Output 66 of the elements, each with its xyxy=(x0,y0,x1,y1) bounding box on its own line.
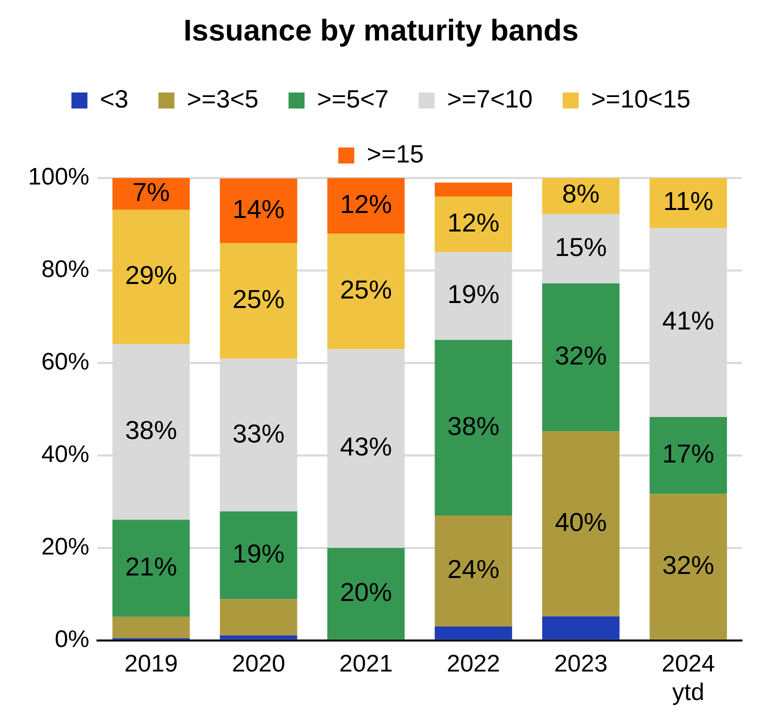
data-label: 43% xyxy=(340,432,392,462)
y-tick-label: 20% xyxy=(41,534,90,561)
data-label: 25% xyxy=(232,284,285,314)
bar xyxy=(327,548,405,640)
legend-label: >=15 xyxy=(366,140,424,168)
data-label: 41% xyxy=(662,306,714,336)
bar xyxy=(650,417,727,494)
data-label: 25% xyxy=(340,274,392,304)
bar xyxy=(220,599,298,636)
bar xyxy=(542,431,620,616)
legend-label: >=7<10 xyxy=(447,85,533,114)
chart-title: Issuance by maturity bands xyxy=(183,14,579,48)
bar xyxy=(327,233,405,350)
y-tick-label: 0% xyxy=(54,626,90,654)
data-label: 24% xyxy=(447,554,500,584)
y-tick-label: 60% xyxy=(41,348,90,376)
bar xyxy=(434,182,512,196)
bar xyxy=(220,243,298,359)
bar xyxy=(434,340,512,516)
bar xyxy=(542,283,620,432)
bar xyxy=(220,511,298,600)
data-label: 38% xyxy=(125,415,178,446)
data-label: 12% xyxy=(340,188,392,219)
x-tick-label: 2021 xyxy=(339,650,393,678)
data-label: 32% xyxy=(662,550,714,580)
data-label: 7% xyxy=(132,176,170,207)
bar xyxy=(112,520,190,617)
bar xyxy=(327,178,405,234)
data-label: 17% xyxy=(662,438,714,469)
legend-label: >=3<5 xyxy=(186,85,259,114)
bar xyxy=(112,178,190,210)
bar xyxy=(650,494,727,640)
bar xyxy=(220,635,298,640)
legend-label: <3 xyxy=(100,85,128,114)
data-label: 12% xyxy=(447,207,500,238)
bar xyxy=(434,196,512,252)
bar xyxy=(112,616,190,638)
x-tick-label: 2020 xyxy=(232,650,286,678)
data-label: 29% xyxy=(125,260,178,290)
legend-label: >=10<15 xyxy=(591,85,691,114)
data-label: 38% xyxy=(447,410,500,441)
bar xyxy=(434,516,512,627)
bar xyxy=(112,210,190,344)
data-label: 20% xyxy=(340,576,392,607)
bar xyxy=(542,616,620,640)
y-tick-label: 100% xyxy=(28,164,90,191)
x-tick-label: 2022 xyxy=(446,650,500,678)
y-tick-label: 40% xyxy=(41,441,90,468)
data-label: 40% xyxy=(554,507,607,538)
data-label: 32% xyxy=(554,340,607,371)
data-label: 33% xyxy=(232,418,285,448)
y-tick-label: 80% xyxy=(41,256,90,284)
x-tick-label: 2024 ytd xyxy=(662,650,715,706)
data-label: 19% xyxy=(447,279,500,310)
bar xyxy=(220,178,298,244)
bar xyxy=(434,626,512,640)
legend-label: >=5<7 xyxy=(317,85,389,114)
x-tick-label: 2023 xyxy=(554,650,608,678)
data-label: 8% xyxy=(562,178,600,209)
bar xyxy=(650,178,727,228)
data-label: 14% xyxy=(232,194,285,224)
data-label: 15% xyxy=(554,232,607,262)
data-label: 21% xyxy=(125,551,178,582)
x-tick-label: 2019 xyxy=(124,650,178,678)
data-label: 19% xyxy=(232,538,285,568)
data-label: 11% xyxy=(663,186,714,216)
